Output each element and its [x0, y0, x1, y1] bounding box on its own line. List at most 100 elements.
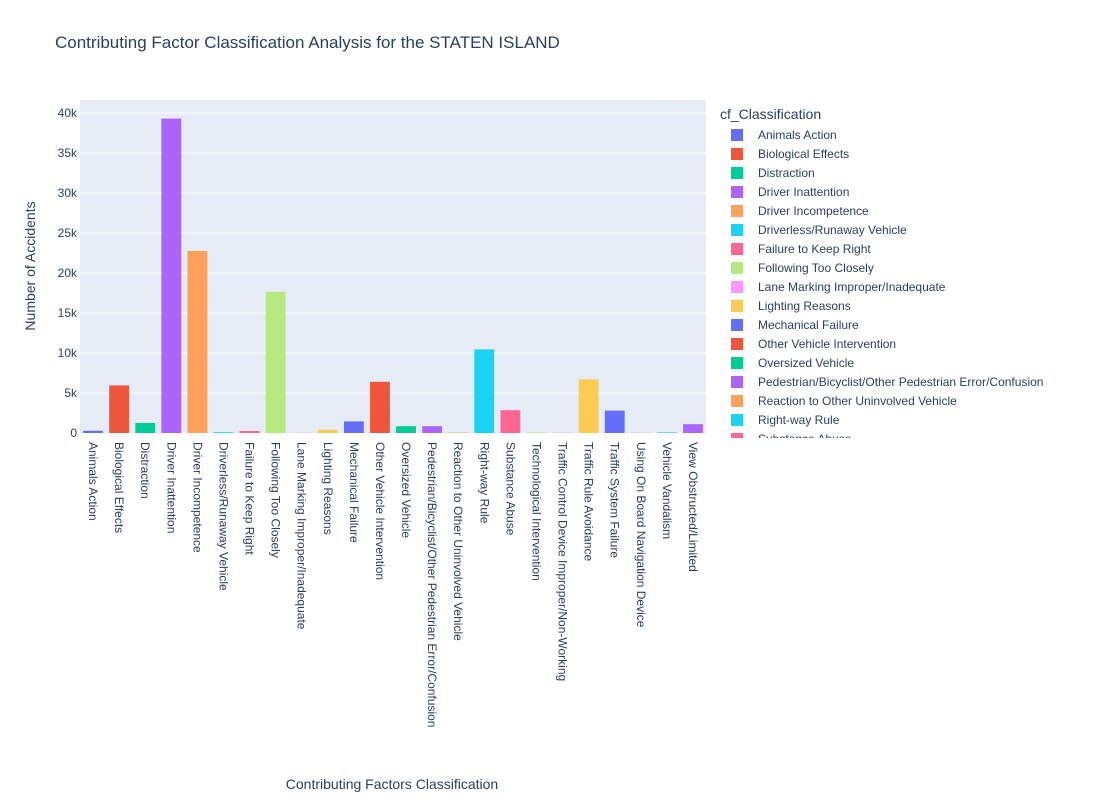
- legend-label: Driver Incompetence: [758, 203, 869, 218]
- x-tick-label: Animals Action: [86, 442, 100, 521]
- legend-swatch: [731, 261, 743, 274]
- bar[interactable]: [187, 251, 208, 433]
- x-tick-label: Using On Board Navigation Device: [634, 442, 648, 628]
- legend-label: Substance Abuse: [758, 432, 851, 439]
- legend-swatch: [731, 413, 743, 426]
- y-tick-label: 10k: [58, 346, 78, 360]
- legend-swatch: [731, 147, 743, 160]
- legend-swatch: [731, 318, 743, 331]
- legend-swatch: [731, 356, 743, 369]
- legend-item[interactable]: Animals Action: [731, 125, 1043, 144]
- legend-item[interactable]: Mechanical Failure: [731, 315, 1043, 334]
- y-axis-ticks: 0 5k 10k 15k 20k 25k 30k 35k 40k: [58, 106, 78, 440]
- legend-item[interactable]: Driverless/Runaway Vehicle: [731, 220, 1043, 239]
- legend-swatch: [731, 337, 743, 350]
- chart-title: Contributing Factor Classification Analy…: [55, 33, 560, 52]
- bar[interactable]: [422, 426, 443, 433]
- legend-items: Animals Action Biological Effects Distract…: [731, 125, 1043, 438]
- legend-label: Other Vehicle Intervention: [758, 336, 897, 351]
- legend-swatch: [731, 280, 743, 293]
- bar[interactable]: [83, 430, 103, 433]
- legend-label: Distraction: [758, 165, 815, 180]
- plot-background: [80, 100, 706, 433]
- x-axis-ticks: Animals Action Biological Effects Distract…: [86, 442, 700, 727]
- legend-item[interactable]: Driver Incompetence: [731, 201, 1043, 220]
- legend-item[interactable]: Substance Abuse: [731, 429, 1043, 438]
- legend-swatch: [731, 242, 743, 255]
- legend-item[interactable]: Pedestrian/Bicyclist/Other Pedestrian Er…: [731, 372, 1043, 391]
- legend-label: Animals Action: [758, 127, 837, 142]
- legend-item[interactable]: Biological Effects: [731, 144, 1043, 163]
- legend-label: Biological Effects: [758, 146, 850, 161]
- bar[interactable]: [604, 410, 625, 433]
- x-tick-label: View Obstructed/Limited: [686, 442, 700, 572]
- x-tick-label: Lighting Reasons: [321, 442, 335, 535]
- legend-swatch: [731, 204, 743, 217]
- legend-item[interactable]: Oversized Vehicle: [731, 353, 1043, 372]
- y-tick-label: 5k: [64, 386, 78, 400]
- bar[interactable]: [370, 381, 390, 433]
- gridlines: [80, 112, 706, 394]
- legend-item[interactable]: Following Too Closely: [731, 258, 1043, 277]
- legend-swatch: [731, 223, 743, 236]
- x-tick-label: Reaction to Other Uninvolved Vehicle: [451, 442, 465, 641]
- y-tick-label: 30k: [58, 186, 78, 200]
- legend-swatch: [731, 432, 743, 438]
- bar[interactable]: [474, 349, 495, 433]
- legend-item[interactable]: Right-way Rule: [731, 410, 1043, 429]
- legend-label: Mechanical Failure: [758, 317, 859, 332]
- bar[interactable]: [109, 385, 130, 433]
- y-tick-label: 35k: [58, 146, 78, 160]
- bar[interactable]: [396, 426, 416, 433]
- x-tick-label: Right-way Rule: [477, 442, 491, 524]
- x-tick-label: Vehicle Vandalism: [660, 442, 674, 539]
- legend-item[interactable]: Driver Inattention: [731, 182, 1043, 201]
- legend-swatch: [731, 185, 743, 198]
- y-tick-label: 25k: [58, 226, 78, 240]
- legend-item[interactable]: Other Vehicle Intervention: [731, 334, 1043, 353]
- x-tick-label: Distraction: [138, 442, 152, 499]
- legend-label: Right-way Rule: [758, 412, 840, 427]
- legend-swatch: [731, 166, 743, 179]
- legend-label: Driverless/Runaway Vehicle: [758, 222, 907, 237]
- y-tick-label: 15k: [58, 306, 78, 320]
- bar[interactable]: [135, 423, 156, 433]
- legend-label: Driver Inattention: [758, 184, 850, 199]
- bar[interactable]: [317, 429, 338, 433]
- bar[interactable]: [683, 424, 703, 433]
- x-tick-label: Driverless/Runaway Vehicle: [216, 442, 230, 591]
- x-tick-label: Failure to Keep Right: [243, 442, 257, 555]
- y-axis-title: Number of Accidents: [22, 201, 38, 330]
- legend-label: Reaction to Other Uninvolved Vehicle: [758, 393, 957, 408]
- legend-label: Following Too Closely: [758, 260, 874, 275]
- legend-item[interactable]: Failure to Keep Right: [731, 239, 1043, 258]
- legend-label: Failure to Keep Right: [758, 241, 871, 256]
- bar[interactable]: [265, 291, 286, 433]
- x-tick-label: Mechanical Failure: [347, 442, 361, 543]
- bar[interactable]: [500, 410, 521, 433]
- x-tick-label: Biological Effects: [112, 442, 126, 533]
- y-tick-label: 0: [70, 426, 77, 440]
- x-tick-label: Lane Marking Improper/Inadequate: [295, 442, 309, 630]
- x-tick-label: Substance Abuse: [503, 442, 517, 536]
- bar[interactable]: [161, 118, 182, 433]
- legend-label: Lighting Reasons: [758, 298, 851, 313]
- y-tick-label: 20k: [58, 266, 78, 280]
- legend-item[interactable]: Distraction: [731, 163, 1043, 182]
- y-tick-label: 40k: [58, 106, 78, 120]
- x-tick-label: Technological Intervention: [529, 442, 543, 581]
- bar[interactable]: [526, 432, 547, 433]
- legend-item[interactable]: Lighting Reasons: [731, 296, 1043, 315]
- legend-item[interactable]: Reaction to Other Uninvolved Vehicle: [731, 391, 1043, 410]
- legend-item[interactable]: Lane Marking Improper/Inadequate: [731, 277, 1043, 296]
- bar[interactable]: [213, 432, 234, 433]
- bars: [83, 118, 703, 433]
- bar[interactable]: [578, 379, 599, 433]
- bar[interactable]: [239, 431, 260, 433]
- legend-swatch: [731, 299, 743, 312]
- bar[interactable]: [343, 421, 364, 433]
- x-tick-label: Driver Incompetence: [190, 442, 204, 553]
- legend-swatch: [731, 128, 743, 141]
- legend: cf_Classification Animals Action Biologic…: [707, 104, 1100, 438]
